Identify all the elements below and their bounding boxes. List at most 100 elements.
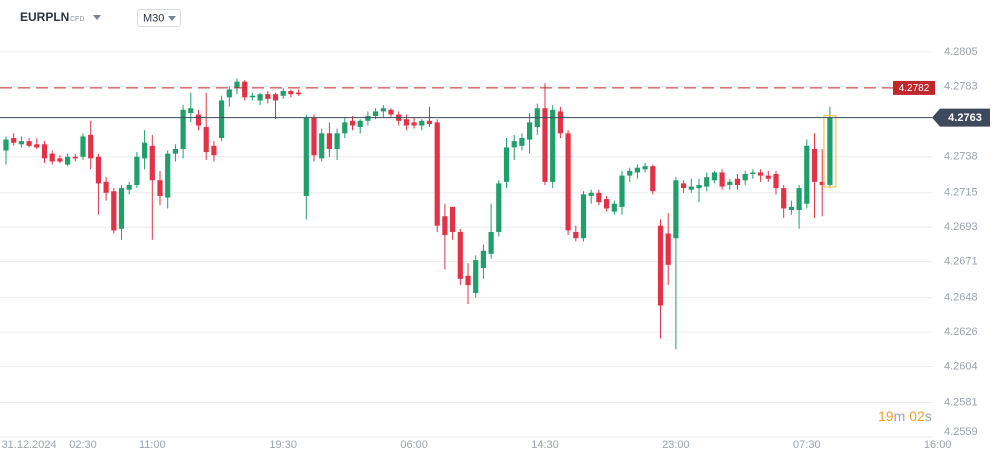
- overlay: 4.2782 4.2763: [0, 80, 990, 188]
- y-tick-label: 4.2604: [944, 360, 978, 372]
- candle-body: [527, 122, 533, 140]
- candle-body: [111, 191, 117, 231]
- candle-body: [665, 233, 671, 265]
- candle-body: [519, 138, 525, 146]
- candle-body: [788, 206, 794, 211]
- candle-body: [580, 194, 587, 239]
- candle-body: [711, 172, 717, 181]
- timeframe[interactable]: M30: [143, 12, 164, 24]
- candle-body: [557, 111, 563, 134]
- candle-body: [357, 120, 363, 128]
- candle-body: [480, 250, 486, 268]
- candle-body: [465, 275, 471, 286]
- candle-body: [634, 167, 640, 173]
- x-tick-label: 07:30: [793, 439, 821, 451]
- candle-body: [827, 117, 833, 185]
- candle-body: [596, 192, 602, 203]
- x-tick-label: 19:30: [269, 439, 297, 451]
- candle-body: [688, 186, 694, 190]
- candle-body: [380, 108, 386, 112]
- candle-body: [172, 148, 178, 154]
- y-tick-label: 4.2693: [944, 221, 978, 233]
- candle-body: [781, 188, 787, 209]
- candle-body: [758, 172, 764, 176]
- candle-body: [157, 180, 163, 196]
- candle-body: [734, 178, 741, 185]
- candle-body: [34, 144, 40, 148]
- candle-body: [149, 145, 155, 181]
- candle-body: [673, 180, 679, 239]
- candle-body: [319, 133, 325, 159]
- candle-body: [265, 94, 271, 99]
- candle-body: [704, 177, 710, 187]
- candle-body: [604, 199, 610, 209]
- candle-body: [565, 133, 571, 231]
- candle-body: [742, 174, 748, 181]
- candle-body: [103, 181, 109, 193]
- candle-highlight: [823, 115, 837, 188]
- candle-body: [342, 122, 348, 134]
- candle-body: [811, 148, 818, 182]
- candle-body: [226, 89, 232, 98]
- candle-body: [49, 153, 55, 162]
- candle-body: [765, 175, 771, 179]
- candle-body: [242, 81, 248, 98]
- candle-body: [80, 136, 86, 157]
- y-tick-label: 4.2783: [944, 80, 978, 92]
- candle-body: [657, 225, 664, 306]
- y-tick-label: 4.2805: [944, 46, 978, 58]
- x-tick-label: 16:00: [924, 439, 952, 451]
- candle-body: [249, 95, 255, 98]
- candle-body: [365, 116, 371, 121]
- candle-body: [72, 156, 78, 159]
- candle-body: [496, 183, 502, 232]
- candle-body: [311, 117, 317, 156]
- candle-body: [3, 139, 9, 151]
- candle-body: [373, 111, 379, 117]
- candle-body: [542, 108, 548, 182]
- candle-body: [65, 156, 71, 165]
- instrument-type: CFD: [70, 16, 84, 23]
- candle-body: [288, 91, 294, 95]
- candle-body: [819, 181, 825, 185]
- candle-body: [450, 206, 456, 232]
- candle-body: [403, 119, 409, 126]
- y-tick-label: 4.2626: [944, 326, 978, 338]
- candle-body: [511, 141, 517, 148]
- timeframe-dropdown[interactable]: [168, 16, 176, 21]
- candle-body: [411, 122, 417, 126]
- candle-body: [627, 170, 633, 176]
- countdown: 19m 02s: [878, 408, 932, 424]
- candle-body: [796, 188, 802, 211]
- candle-body: [750, 172, 756, 175]
- candle-body: [349, 120, 356, 126]
- candle-body: [126, 184, 132, 190]
- y-tick-label: 4.2671: [944, 256, 978, 268]
- candle-body: [426, 120, 433, 124]
- candle-body: [442, 216, 448, 236]
- plot: [3, 78, 833, 350]
- candle-body: [95, 156, 101, 184]
- candle-body: [195, 114, 202, 126]
- candle-body: [211, 145, 217, 156]
- candle-body: [573, 231, 579, 239]
- x-tick-label: 14:30: [531, 439, 559, 451]
- candle-body: [11, 138, 17, 143]
- candle-body: [334, 133, 340, 149]
- x-tick-label: 02:30: [69, 439, 97, 451]
- x-tick-label: 23:00: [662, 439, 690, 451]
- countdown-seconds: 02: [909, 408, 925, 424]
- candle-body: [188, 108, 194, 113]
- current-price-label: 4.2763: [948, 112, 982, 124]
- price-level-label: 4.2782: [899, 83, 930, 94]
- candle-body: [296, 92, 302, 95]
- symbol-dropdown[interactable]: [93, 15, 101, 20]
- candle-body: [272, 94, 279, 101]
- timeframe-select[interactable]: [137, 9, 181, 27]
- candle-body: [165, 153, 171, 198]
- y-tick-label: 4.2738: [944, 151, 978, 163]
- candle-body: [434, 122, 440, 226]
- candle-body: [257, 94, 263, 101]
- symbol[interactable]: EURPLN: [20, 10, 69, 24]
